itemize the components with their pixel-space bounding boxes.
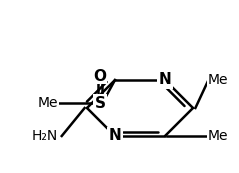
Text: Me: Me <box>208 73 228 87</box>
Text: Me: Me <box>38 96 58 110</box>
Text: N: N <box>159 72 171 88</box>
Text: H₂N: H₂N <box>32 129 58 143</box>
Text: N: N <box>109 129 121 143</box>
Text: S: S <box>94 95 105 111</box>
Text: Me: Me <box>208 129 228 143</box>
Text: O: O <box>93 69 107 84</box>
